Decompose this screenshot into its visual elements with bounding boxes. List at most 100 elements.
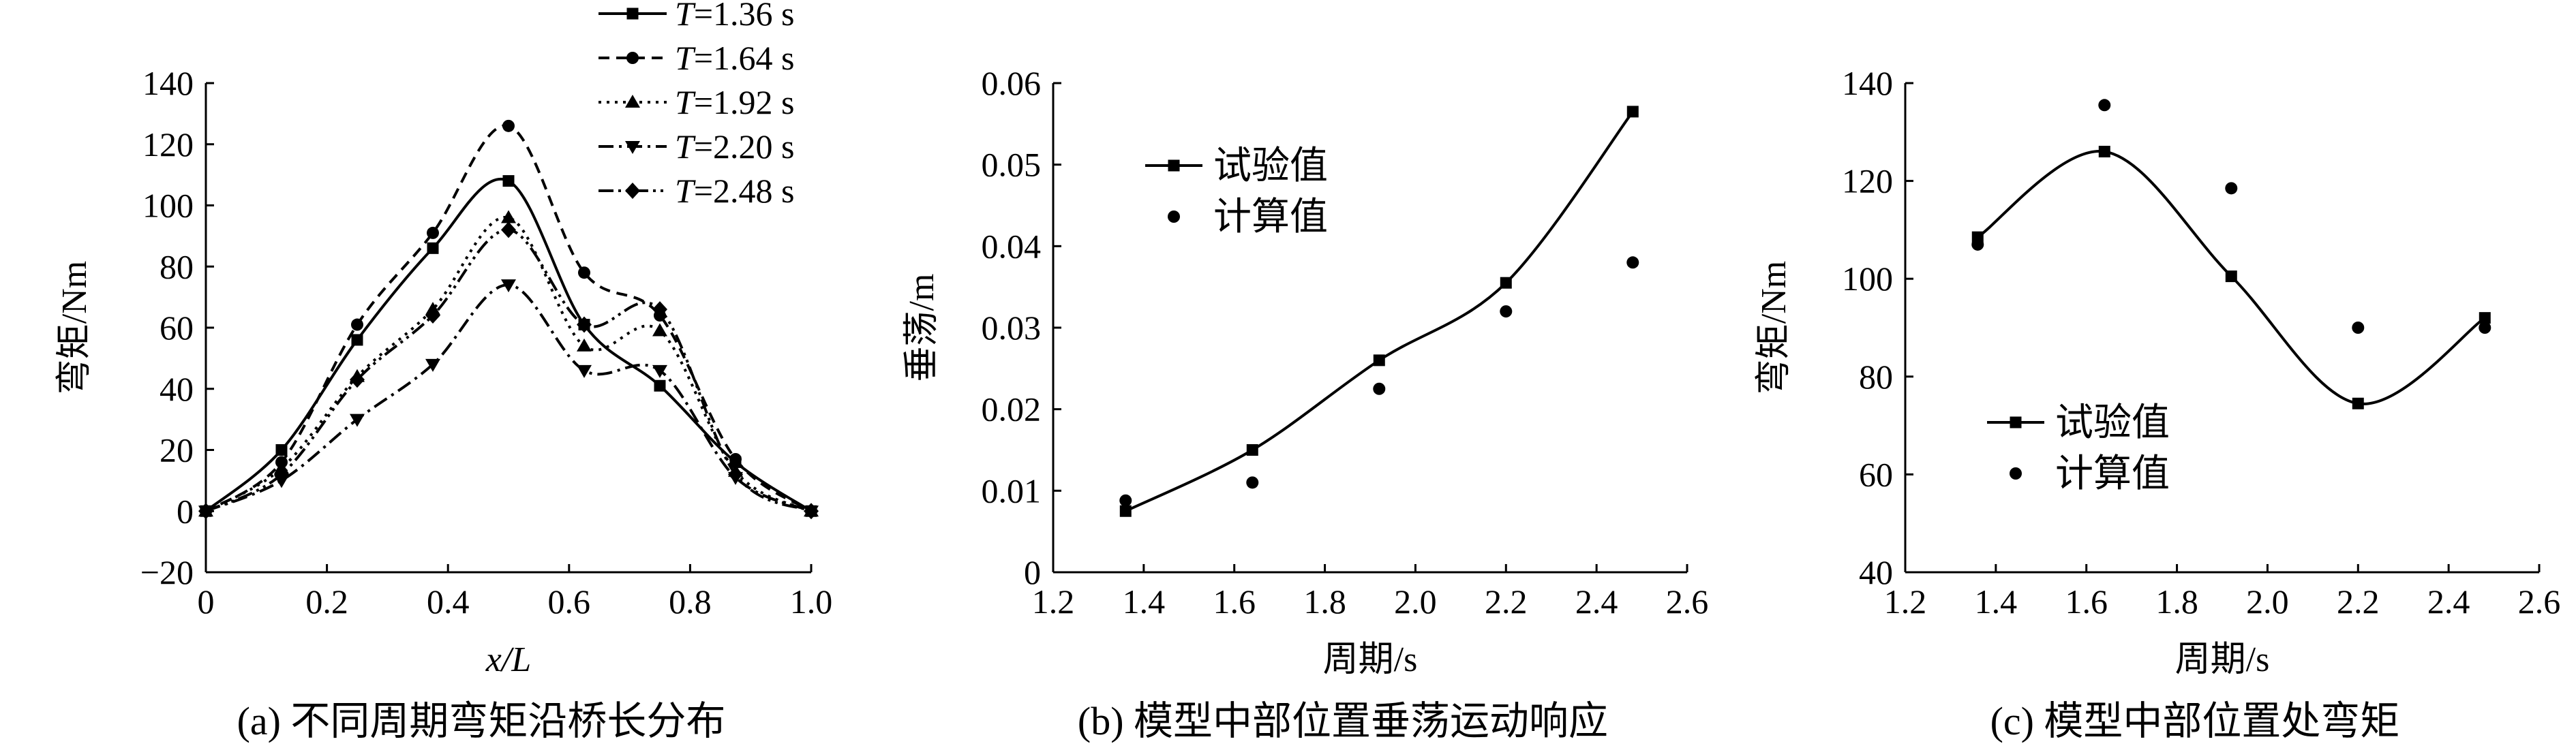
data-point bbox=[1246, 476, 1259, 489]
data-point bbox=[729, 452, 742, 465]
y-tick-label: 120 bbox=[1842, 162, 1893, 200]
y-tick-label: 0.02 bbox=[982, 390, 1042, 428]
data-point bbox=[427, 242, 439, 254]
x-tick-label: 2.6 bbox=[1666, 582, 1709, 621]
legend-label: 试验值 bbox=[1213, 145, 1328, 187]
y-tick-label: 0.04 bbox=[982, 227, 1042, 265]
legend-label: T=2.48 s bbox=[675, 172, 794, 210]
legend-marker bbox=[626, 7, 639, 20]
x-tick-label: 0.6 bbox=[548, 582, 591, 621]
x-axis-title: 周期/s bbox=[2175, 640, 2270, 679]
x-tick-label: 2.2 bbox=[1485, 582, 1528, 621]
x-tick-label: 1.8 bbox=[1303, 582, 1346, 621]
figure-caption: (c) 模型中部位置处弯矩 bbox=[1990, 699, 2400, 743]
legend-marker bbox=[2010, 416, 2022, 428]
y-tick-label: 60 bbox=[160, 309, 194, 347]
data-point bbox=[350, 414, 365, 427]
data-point bbox=[2352, 397, 2364, 409]
legend-marker bbox=[1168, 159, 1180, 172]
data-point bbox=[2479, 322, 2491, 334]
data-point bbox=[198, 503, 213, 520]
data-point bbox=[2352, 322, 2365, 334]
x-tick-label: 0.4 bbox=[427, 582, 470, 621]
y-tick-label: 40 bbox=[1859, 553, 1893, 591]
legend-marker bbox=[625, 141, 640, 154]
x-tick-label: 1.6 bbox=[1213, 582, 1256, 621]
data-point bbox=[501, 210, 516, 223]
data-point bbox=[425, 358, 440, 372]
data-point bbox=[1626, 106, 1639, 118]
x-tick-label: 1.2 bbox=[1884, 582, 1927, 621]
series-line bbox=[205, 283, 812, 513]
legend-label: T=2.20 s bbox=[675, 127, 794, 166]
data-point bbox=[804, 503, 819, 520]
data-point bbox=[1500, 305, 1513, 318]
x-tick-label: 1.8 bbox=[2155, 582, 2198, 621]
data-point bbox=[351, 318, 363, 331]
y-tick-label: 0.06 bbox=[982, 64, 1042, 102]
legend: T=1.36 sT=1.64 sT=1.92 sT=2.20 sT=2.48 s bbox=[598, 0, 794, 210]
legend-label-value: =2.48 s bbox=[694, 172, 795, 210]
data-point bbox=[652, 301, 667, 318]
figure-caption: (b) 模型中部位置垂荡运动响应 bbox=[1078, 699, 1608, 743]
legend-label-variable: T bbox=[675, 83, 696, 121]
y-tick-label: 40 bbox=[160, 370, 194, 408]
legend-label-value: =1.92 s bbox=[694, 83, 795, 121]
y-tick-label: 100 bbox=[142, 187, 194, 225]
x-tick-label: 2.4 bbox=[1575, 582, 1618, 621]
x-tick-label: 0.2 bbox=[305, 582, 348, 621]
series-2 bbox=[1119, 256, 1639, 507]
legend-label-variable: T bbox=[675, 127, 696, 166]
figure-caption: (a) 不同周期弯矩沿桥长分布 bbox=[237, 699, 726, 743]
data-point bbox=[1971, 238, 1984, 251]
legend-marker bbox=[2010, 467, 2022, 480]
data-point bbox=[2225, 182, 2238, 195]
legend-label-value: =1.64 s bbox=[694, 39, 795, 77]
legend-label: T=1.92 s bbox=[675, 83, 794, 121]
y-tick-label: 0.05 bbox=[982, 146, 1042, 184]
data-point bbox=[427, 226, 439, 239]
data-point bbox=[274, 466, 289, 483]
legend-label: 计算值 bbox=[1213, 196, 1328, 238]
data-point bbox=[1373, 382, 1386, 395]
data-point bbox=[1119, 494, 1132, 507]
data-point bbox=[1246, 444, 1258, 456]
y-tick-label: 0 bbox=[177, 492, 194, 530]
y-tick-label: −20 bbox=[140, 553, 194, 591]
legend-label: T=1.36 s bbox=[675, 0, 794, 33]
data-point bbox=[2225, 270, 2237, 283]
series-2 bbox=[200, 119, 817, 518]
legend-label: 试验值 bbox=[2055, 402, 2170, 444]
y-tick-label: 120 bbox=[142, 125, 194, 163]
data-point bbox=[502, 119, 515, 132]
data-point bbox=[425, 307, 440, 324]
x-tick-label: 2.2 bbox=[2337, 582, 2380, 621]
x-tick-label: 2.0 bbox=[2246, 582, 2289, 621]
y-axis-title: 弯矩/Nm bbox=[1754, 261, 1793, 394]
y-tick-label: 20 bbox=[160, 431, 194, 469]
series-1 bbox=[1119, 106, 1639, 517]
x-tick-label: 1.4 bbox=[1975, 582, 2018, 621]
chart-panel-3: 40 60 80 100 120 140 1.2 1.4 1.6 1.8 2.0 2.2 2.4 2.6 周… bbox=[1754, 64, 2560, 743]
data-point bbox=[275, 444, 288, 456]
x-tick-label: 0.8 bbox=[669, 582, 712, 621]
data-point bbox=[578, 266, 590, 279]
x-axis-title: 周期/s bbox=[1323, 640, 1418, 679]
y-tick-label: 140 bbox=[142, 64, 194, 102]
legend-label-value: =2.20 s bbox=[694, 127, 795, 166]
y-axis-title: 垂荡/m bbox=[903, 274, 941, 382]
y-tick-label: 0 bbox=[1024, 553, 1041, 591]
y-tick-label: 80 bbox=[1859, 358, 1893, 396]
y-tick-label: 60 bbox=[1859, 455, 1893, 493]
data-point bbox=[652, 364, 667, 378]
data-point bbox=[728, 466, 743, 483]
x-tick-label: 2.4 bbox=[2427, 582, 2470, 621]
data-point bbox=[2098, 99, 2111, 112]
series-line bbox=[1125, 110, 1634, 513]
legend-label: 计算值 bbox=[2055, 453, 2170, 495]
legend-marker bbox=[625, 95, 640, 108]
legend-marker bbox=[626, 52, 639, 64]
